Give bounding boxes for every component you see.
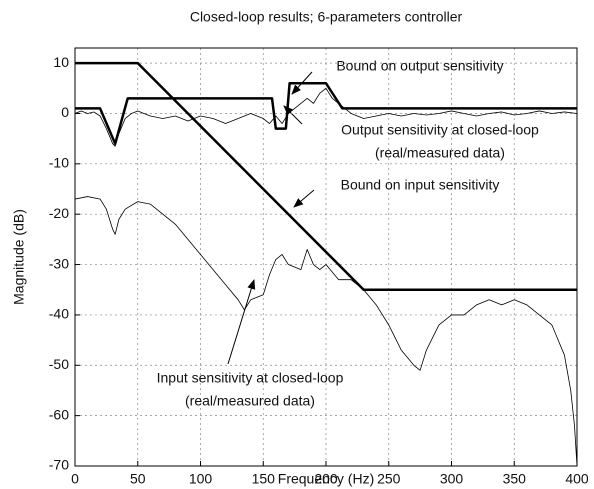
y-tick-label: -50 bbox=[49, 356, 69, 372]
arrow bbox=[293, 189, 315, 208]
annotation: Output sensitivity at closed-loop bbox=[341, 122, 539, 138]
series-line bbox=[75, 196, 577, 466]
y-tick-label: -60 bbox=[49, 406, 69, 422]
annotation-arrows bbox=[227, 71, 315, 365]
x-tick-label: 150 bbox=[252, 471, 276, 487]
x-tick-label: 350 bbox=[503, 471, 527, 487]
annotation: Input sensitivity at closed-loop bbox=[157, 370, 344, 386]
chart-title: Closed-loop results; 6-parameters contro… bbox=[190, 9, 463, 25]
y-tick-label: 0 bbox=[61, 104, 69, 120]
y-axis-label: Magnitude (dB) bbox=[11, 209, 27, 305]
series-line bbox=[75, 82, 577, 145]
annotation: (real/measured data) bbox=[185, 393, 315, 409]
y-tick-label: -40 bbox=[49, 306, 69, 322]
annotation: (real/measured data) bbox=[375, 145, 505, 161]
annotation: Bound on input sensitivity bbox=[341, 177, 500, 193]
series-line bbox=[75, 87, 577, 147]
arrow bbox=[227, 279, 256, 365]
y-tick-label: -20 bbox=[49, 205, 69, 221]
x-tick-label: 100 bbox=[189, 471, 213, 487]
plot-frame bbox=[74, 47, 578, 467]
y-tick-label: 10 bbox=[53, 54, 69, 70]
x-tick-label: 50 bbox=[130, 471, 146, 487]
x-tick-label: 0 bbox=[71, 471, 79, 487]
y-tick-label: -70 bbox=[49, 457, 69, 473]
annotation: Bound on output sensitivity bbox=[336, 58, 503, 74]
x-tick-label: 250 bbox=[377, 471, 401, 487]
x-tick-label: 300 bbox=[440, 471, 464, 487]
series-line bbox=[75, 61, 577, 291]
x-axis-label: Frequency (Hz) bbox=[278, 471, 374, 487]
y-tick-label: -10 bbox=[49, 155, 69, 171]
y-tick-label: -30 bbox=[49, 255, 69, 271]
x-tick-label: 400 bbox=[565, 471, 589, 487]
x-tick-label: 200 bbox=[314, 471, 338, 487]
